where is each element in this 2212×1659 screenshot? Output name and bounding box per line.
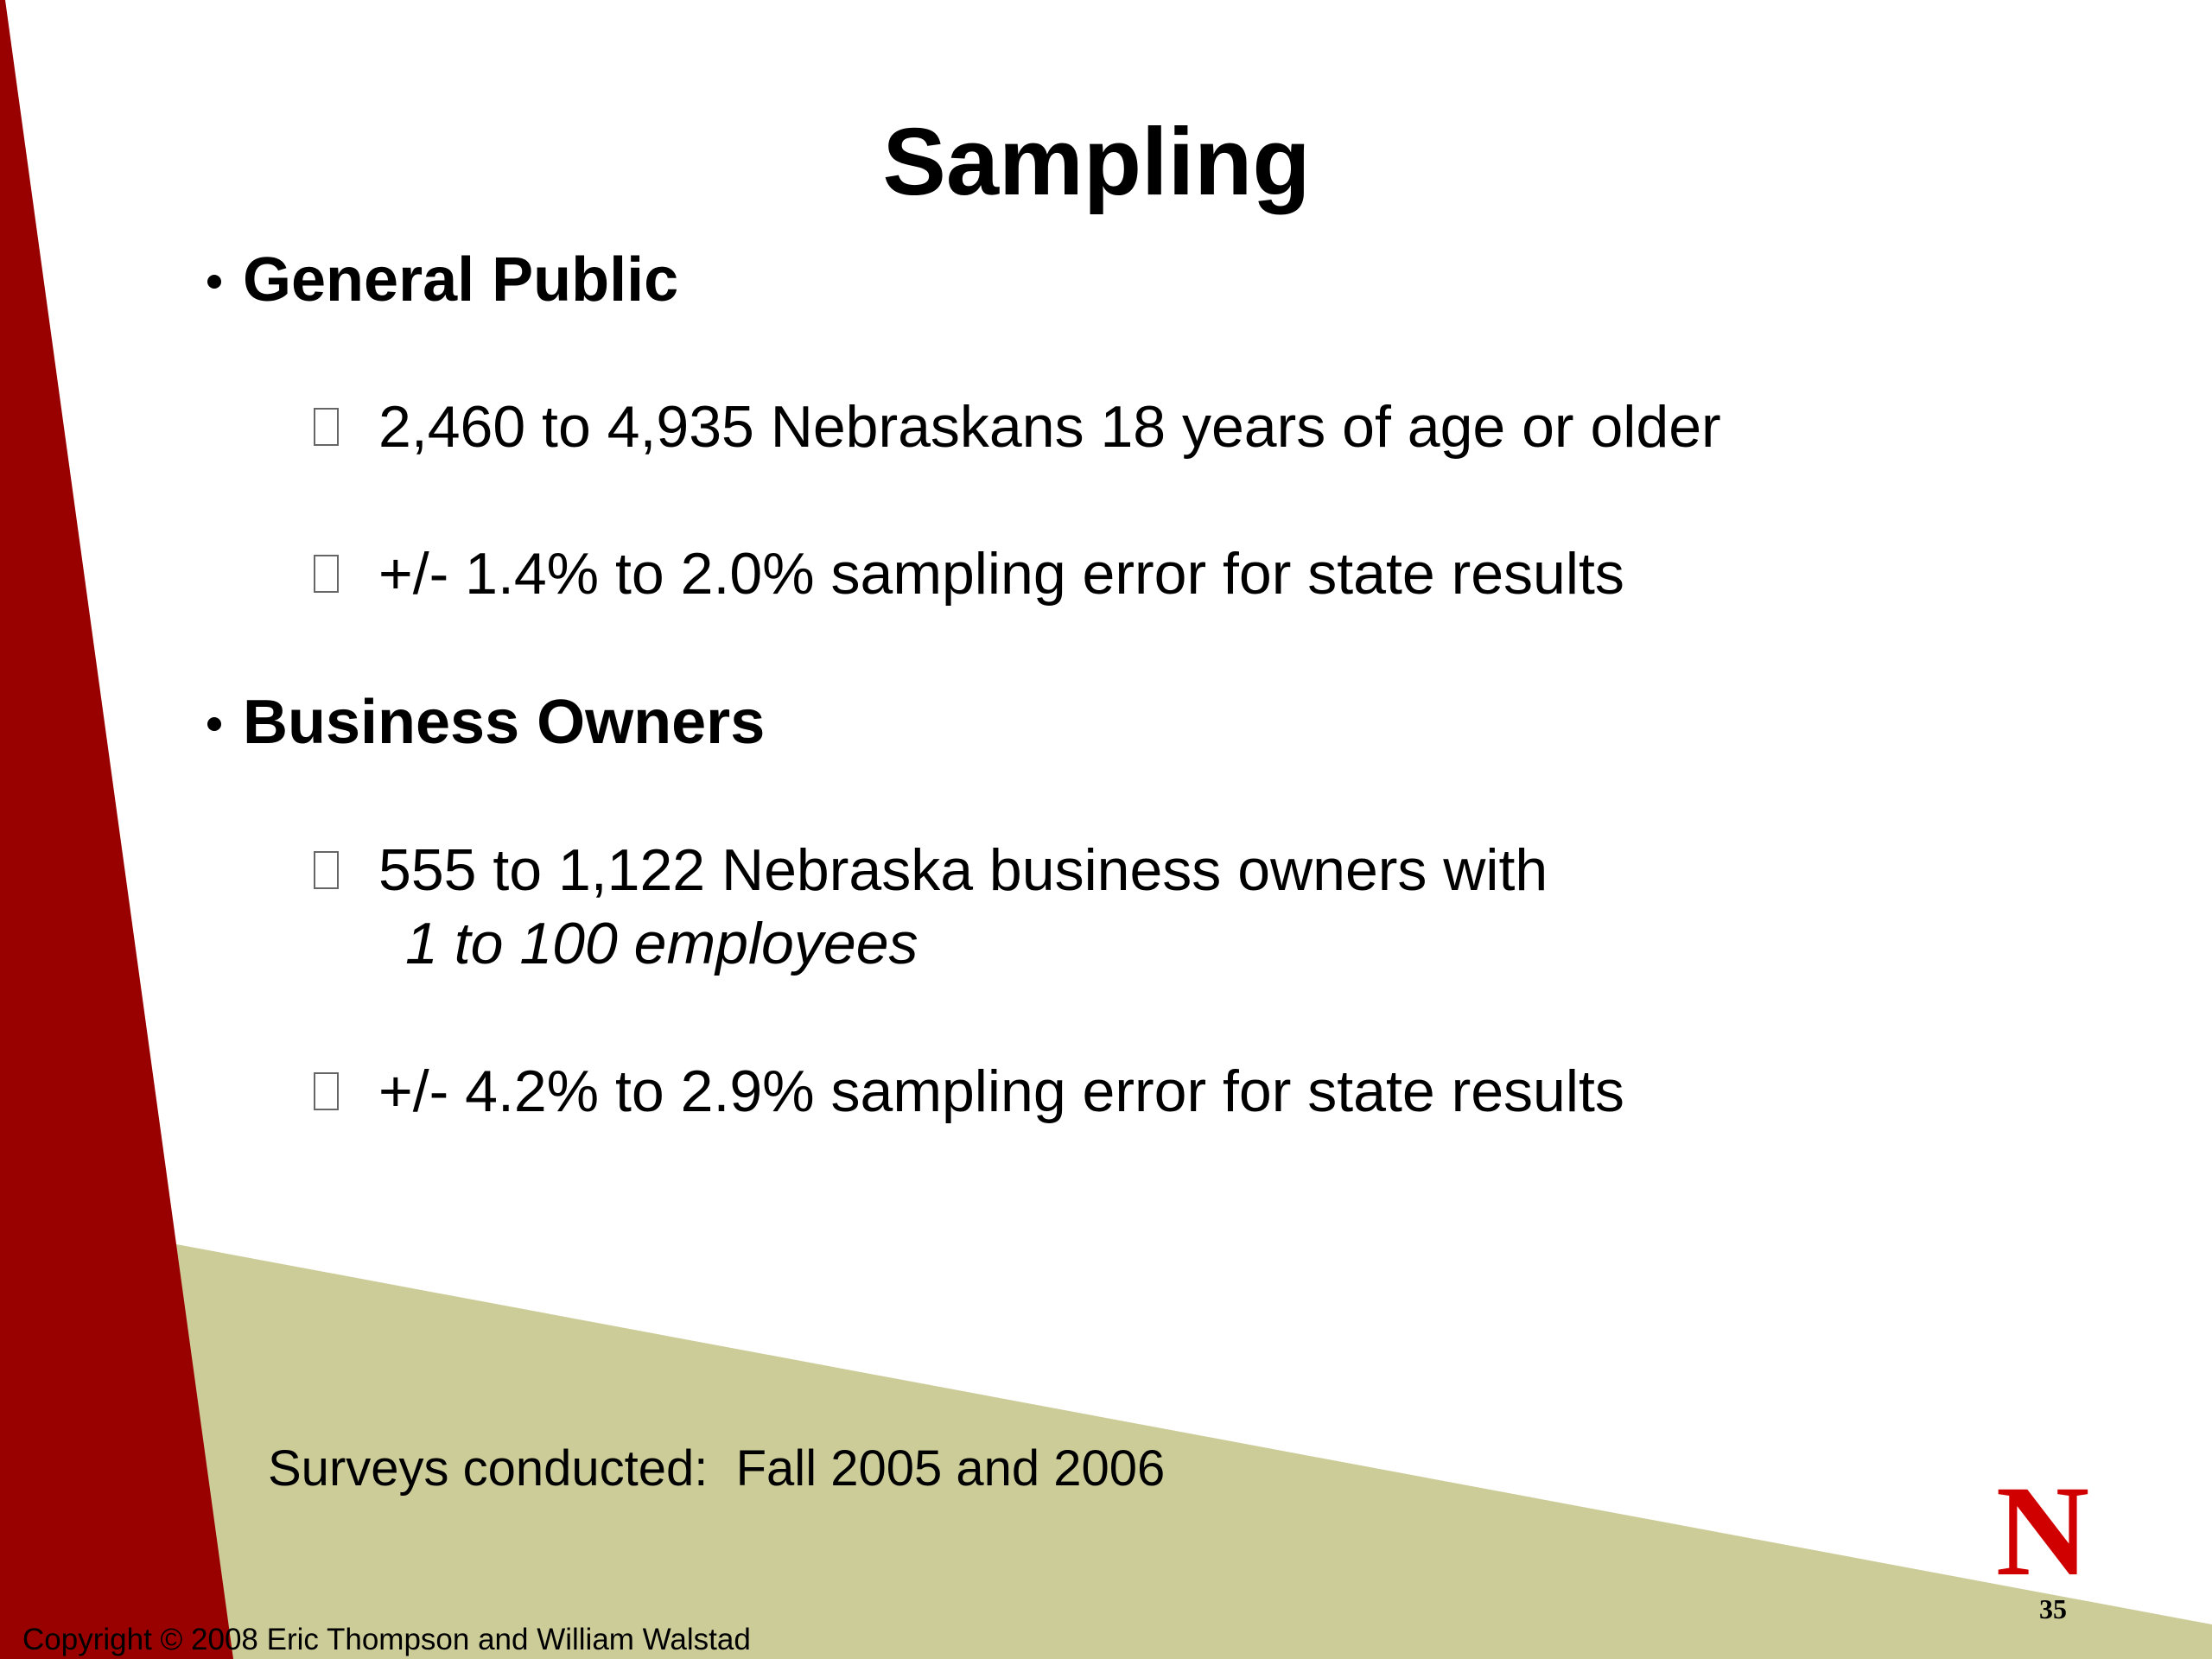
olive-band — [0, 1244, 2212, 1659]
logo: N — [1996, 1459, 2089, 1603]
slide-title: Sampling — [882, 109, 1310, 215]
sub-bullet — [314, 851, 339, 889]
sub-bullet — [314, 555, 339, 593]
footnote: Surveys conducted: Fall 2005 and 2006 — [268, 1440, 1165, 1497]
bullet — [207, 275, 221, 289]
section-heading: Business Owners — [243, 688, 765, 757]
bullet-item: 2,460 to 4,935 Nebraskans 18 years of ag… — [378, 394, 1721, 460]
bullet-item: 555 to 1,122 Nebraska business owners wi… — [378, 837, 1548, 903]
section-heading: General Public — [243, 245, 678, 315]
bullet-item: +/- 4.2% to 2.9% sampling error for stat… — [378, 1058, 1624, 1124]
sub-bullet — [314, 1072, 339, 1110]
copyright: Copyright © 2008 Eric Thompson and Willi… — [22, 1623, 751, 1656]
red-wedge — [0, 0, 233, 1659]
bullet-item: +/- 1.4% to 2.0% sampling error for stat… — [378, 541, 1624, 607]
page-number: 35 — [2039, 1593, 2067, 1624]
bullet-item-continuation: 1 to 100 employees — [405, 911, 918, 976]
sub-bullet — [314, 408, 339, 446]
bullet — [207, 717, 221, 731]
